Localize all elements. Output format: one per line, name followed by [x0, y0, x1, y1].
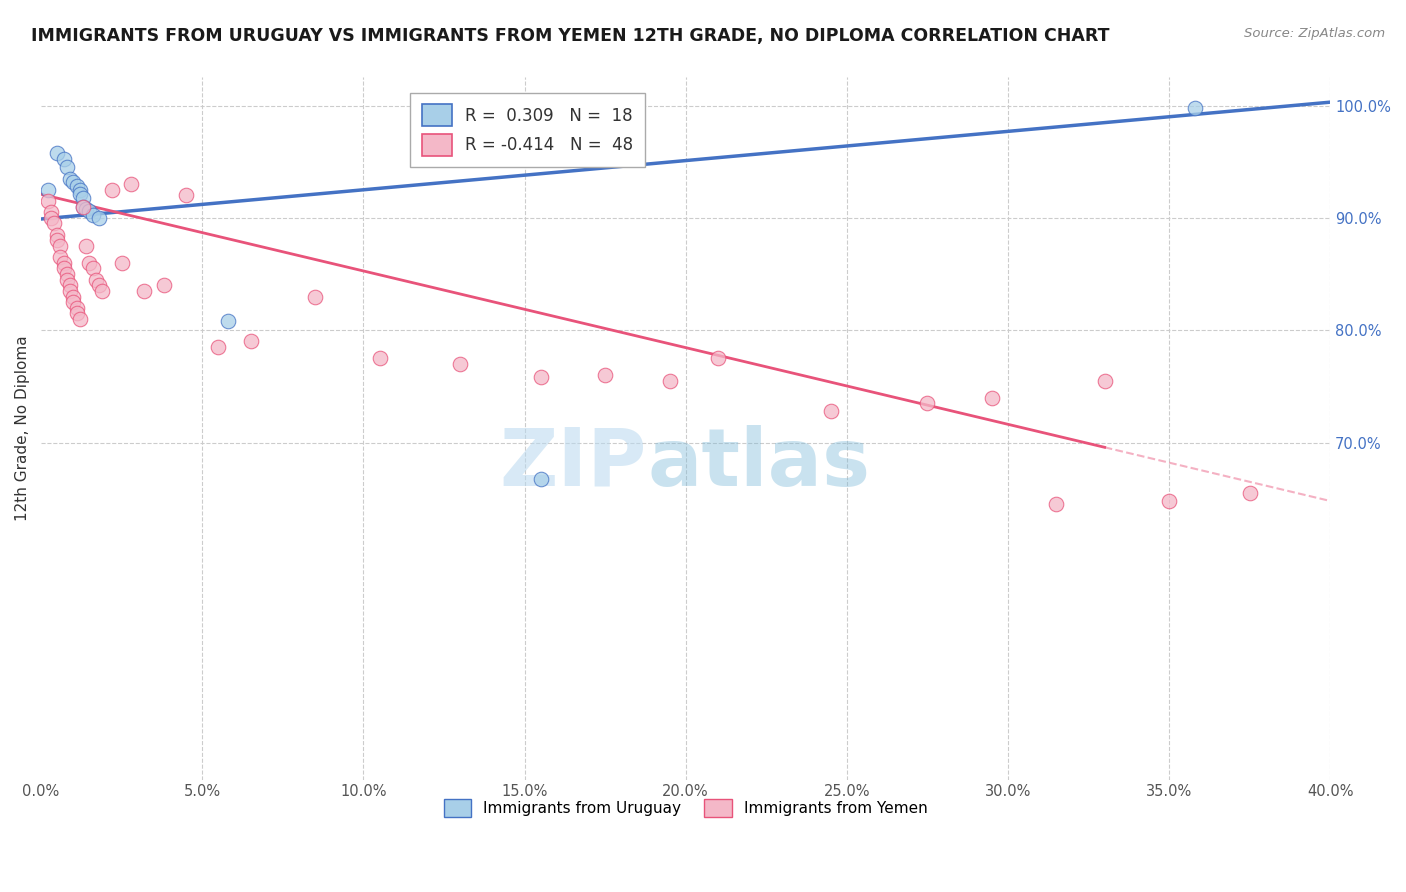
- Point: [658, 374, 681, 388]
- Point: [56, 273, 79, 287]
- Point: [593, 368, 616, 383]
- Point: [820, 404, 842, 418]
- Point: [82, 261, 104, 276]
- Point: [39, 205, 62, 219]
- Point: [1239, 486, 1261, 500]
- Point: [174, 188, 197, 202]
- Point: [1045, 497, 1067, 511]
- Point: [62, 175, 84, 189]
- Point: [62, 289, 84, 303]
- Point: [449, 357, 471, 371]
- Point: [65, 179, 87, 194]
- Point: [37, 183, 59, 197]
- Point: [79, 204, 101, 219]
- Point: [152, 278, 174, 293]
- Point: [42, 217, 65, 231]
- Point: [304, 289, 326, 303]
- Point: [52, 153, 75, 167]
- Point: [134, 284, 156, 298]
- Point: [46, 233, 69, 247]
- Point: [207, 340, 229, 354]
- Point: [1094, 374, 1116, 388]
- Point: [69, 187, 91, 202]
- Text: atlas: atlas: [647, 425, 870, 502]
- Point: [72, 200, 94, 214]
- Point: [56, 161, 79, 175]
- Point: [62, 295, 84, 310]
- Text: ZIP: ZIP: [499, 425, 647, 502]
- Point: [917, 396, 939, 410]
- Point: [368, 351, 391, 366]
- Point: [59, 171, 82, 186]
- Point: [91, 284, 114, 298]
- Point: [69, 312, 91, 326]
- Point: [120, 177, 142, 191]
- Point: [52, 261, 75, 276]
- Point: [59, 278, 82, 293]
- Point: [75, 202, 97, 216]
- Point: [65, 301, 87, 315]
- Point: [37, 194, 59, 208]
- Point: [1184, 101, 1206, 115]
- Point: [46, 227, 69, 242]
- Point: [84, 273, 107, 287]
- Point: [980, 391, 1002, 405]
- Point: [111, 256, 134, 270]
- Point: [217, 314, 239, 328]
- Point: [49, 239, 72, 253]
- Point: [239, 334, 262, 349]
- Point: [87, 278, 110, 293]
- Point: [72, 200, 94, 214]
- Point: [1159, 494, 1181, 508]
- Point: [79, 256, 101, 270]
- Point: [707, 351, 730, 366]
- Point: [56, 267, 79, 281]
- Point: [530, 370, 553, 384]
- Point: [65, 306, 87, 320]
- Text: IMMIGRANTS FROM URUGUAY VS IMMIGRANTS FROM YEMEN 12TH GRADE, NO DIPLOMA CORRELAT: IMMIGRANTS FROM URUGUAY VS IMMIGRANTS FR…: [31, 27, 1109, 45]
- Point: [39, 211, 62, 225]
- Point: [69, 183, 91, 197]
- Text: Source: ZipAtlas.com: Source: ZipAtlas.com: [1244, 27, 1385, 40]
- Point: [530, 471, 553, 485]
- Point: [52, 256, 75, 270]
- Point: [87, 211, 110, 225]
- Legend: Immigrants from Uruguay, Immigrants from Yemen: Immigrants from Uruguay, Immigrants from…: [436, 792, 935, 824]
- Point: [72, 191, 94, 205]
- Y-axis label: 12th Grade, No Diploma: 12th Grade, No Diploma: [15, 335, 30, 521]
- Point: [49, 250, 72, 264]
- Point: [82, 207, 104, 221]
- Point: [46, 145, 69, 160]
- Point: [75, 239, 97, 253]
- Point: [59, 284, 82, 298]
- Point: [101, 183, 124, 197]
